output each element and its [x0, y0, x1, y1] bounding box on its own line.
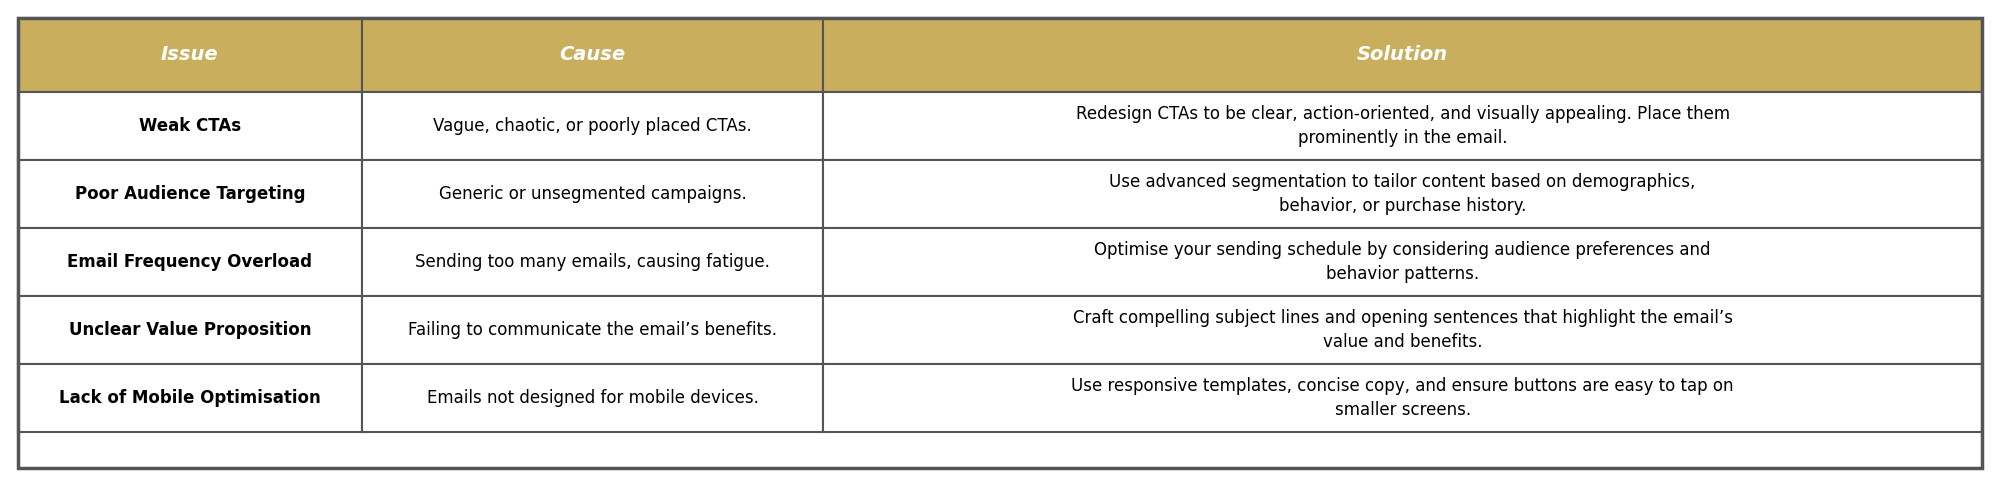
Bar [362, 364, 824, 432]
Bar [362, 18, 824, 92]
Text: Craft compelling subject lines and opening sentences that highlight the email’s
: Craft compelling subject lines and openi… [1072, 309, 1732, 351]
Text: Weak CTAs: Weak CTAs [138, 117, 240, 135]
Bar [18, 92, 362, 160]
Bar [18, 160, 362, 228]
Text: Issue: Issue [162, 46, 218, 65]
Bar [18, 364, 362, 432]
Text: Vague, chaotic, or poorly placed CTAs.: Vague, chaotic, or poorly placed CTAs. [434, 117, 752, 135]
Text: Use responsive templates, concise copy, and ensure buttons are easy to tap on
sm: Use responsive templates, concise copy, … [1072, 377, 1734, 419]
Bar [824, 92, 1982, 160]
Bar [824, 18, 1982, 92]
Text: Cause: Cause [560, 46, 626, 65]
Bar [824, 228, 1982, 296]
Text: Lack of Mobile Optimisation: Lack of Mobile Optimisation [58, 389, 320, 407]
Text: Unclear Value Proposition: Unclear Value Proposition [68, 321, 312, 339]
Text: Solution: Solution [1358, 46, 1448, 65]
Bar [362, 228, 824, 296]
Bar [362, 296, 824, 364]
Bar [18, 296, 362, 364]
Text: Failing to communicate the email’s benefits.: Failing to communicate the email’s benef… [408, 321, 776, 339]
Bar [18, 228, 362, 296]
Text: Email Frequency Overload: Email Frequency Overload [68, 253, 312, 271]
Text: Use advanced segmentation to tailor content based on demographics,
behavior, or : Use advanced segmentation to tailor cont… [1110, 173, 1696, 215]
Bar [824, 364, 1982, 432]
Bar [362, 92, 824, 160]
Bar [824, 296, 1982, 364]
Text: Optimise your sending schedule by considering audience preferences and
behavior : Optimise your sending schedule by consid… [1094, 241, 1710, 283]
Text: Poor Audience Targeting: Poor Audience Targeting [74, 185, 306, 203]
Bar [824, 160, 1982, 228]
Bar [362, 160, 824, 228]
Text: Generic or unsegmented campaigns.: Generic or unsegmented campaigns. [438, 185, 746, 203]
Text: Sending too many emails, causing fatigue.: Sending too many emails, causing fatigue… [416, 253, 770, 271]
Text: Redesign CTAs to be clear, action-oriented, and visually appealing. Place them
p: Redesign CTAs to be clear, action-orient… [1076, 105, 1730, 147]
Bar [18, 18, 362, 92]
Text: Emails not designed for mobile devices.: Emails not designed for mobile devices. [426, 389, 758, 407]
